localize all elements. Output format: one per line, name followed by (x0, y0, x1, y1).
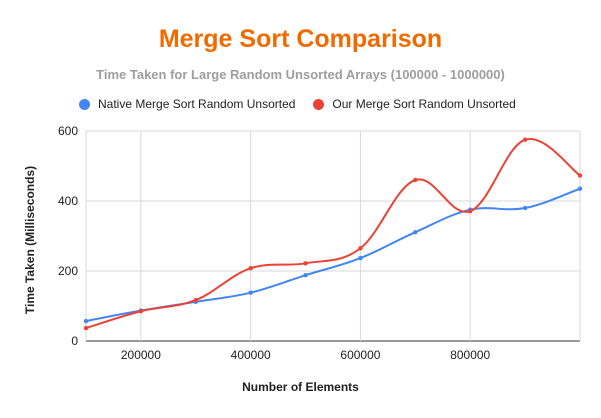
legend-swatch-native (79, 98, 90, 110)
x-tick-label: 200000 (121, 348, 161, 362)
legend: Native Merge Sort Random Unsorted Our Me… (79, 95, 534, 113)
y-tick-label: 600 (58, 124, 78, 138)
data-point-0 (522, 205, 528, 211)
chart-title: Merge Sort Comparison (158, 25, 443, 53)
data-point-1 (248, 266, 253, 271)
data-point-0 (248, 290, 253, 295)
data-point-1 (413, 177, 418, 183)
data-point-0 (577, 186, 583, 191)
chart-subtitle: Time Taken for Large Random Unsorted Arr… (96, 67, 505, 82)
x-axis-label: Number of Elements (242, 380, 359, 394)
y-tick-label: 0 (71, 334, 78, 348)
x-tick-label: 400000 (231, 348, 271, 362)
series-line-0 (85, 187, 581, 323)
legend-item-ours: Our Merge Sort Random Unsorted (313, 97, 516, 111)
y-tick-label: 400 (58, 194, 78, 208)
data-point-1 (303, 261, 308, 266)
y-axis-label: Time Taken (Milliseconds) (23, 165, 37, 315)
data-point-1 (138, 309, 144, 314)
data-point-1 (83, 325, 89, 331)
y-tick-label: 200 (58, 264, 78, 278)
x-tick-label: 600000 (340, 348, 380, 362)
data-point-1 (468, 208, 473, 214)
legend-label-ours: Our Merge Sort Random Unsorted (332, 97, 516, 111)
legend-item-native: Native Merge Sort Random Unsorted (79, 97, 295, 111)
data-point-1 (577, 173, 583, 178)
data-point-1 (193, 297, 198, 303)
x-tick-label: 800000 (450, 348, 490, 362)
data-point-1 (522, 137, 528, 142)
data-point-1 (358, 246, 363, 251)
series-line-1 (85, 138, 581, 330)
data-point-0 (358, 255, 363, 261)
data-point-0 (83, 318, 89, 324)
legend-label-native: Native Merge Sort Random Unsorted (98, 97, 296, 111)
data-point-0 (303, 273, 308, 278)
legend-swatch-ours (313, 98, 325, 110)
data-point-0 (413, 229, 418, 235)
